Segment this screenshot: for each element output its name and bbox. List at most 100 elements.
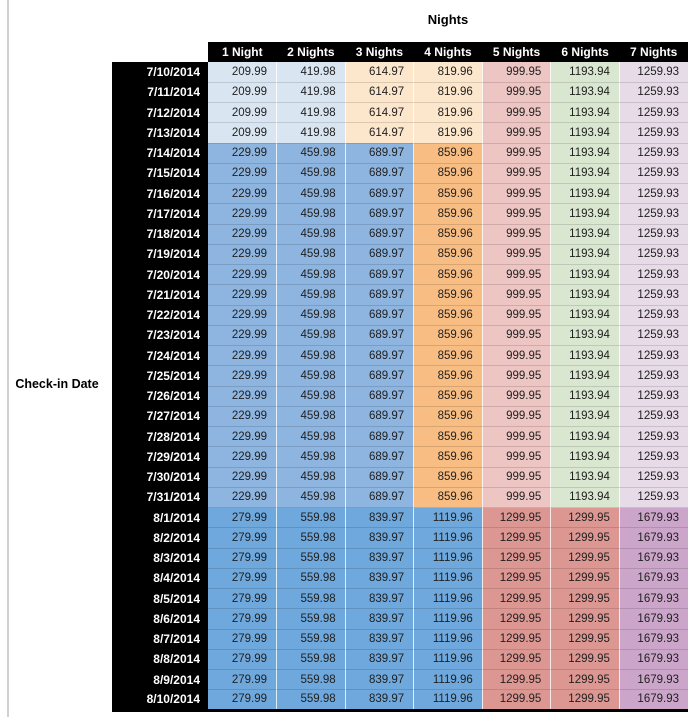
price-cell: 229.99 <box>208 406 278 428</box>
price-cell: 209.99 <box>208 62 278 83</box>
row-date-cell: 8/8/2014 <box>112 649 208 671</box>
price-cell: 689.97 <box>345 365 415 387</box>
price-cell: 1119.96 <box>413 629 483 650</box>
price-cell: 559.98 <box>276 588 346 610</box>
price-cell: 689.97 <box>345 426 415 448</box>
table-row: 7/19/2014 229.99 459.98 689.97 859.96 999.95 1… <box>112 244 688 266</box>
table-row: 7/29/2014 229.99 459.98 689.97 859.96 999.95 1… <box>112 446 688 468</box>
price-cell: 1299.95 <box>550 527 620 549</box>
price-cell: 1259.93 <box>619 325 688 347</box>
price-cell: 839.97 <box>345 588 415 610</box>
price-cell: 1679.93 <box>619 548 688 569</box>
row-date-cell: 7/24/2014 <box>112 345 208 367</box>
price-cell: 999.95 <box>482 467 552 488</box>
price-cell: 459.98 <box>276 386 346 407</box>
price-cell: 1193.94 <box>550 325 620 347</box>
price-cell: 859.96 <box>413 487 483 509</box>
price-cell: 459.98 <box>276 203 346 225</box>
table-row: 7/16/2014 229.99 459.98 689.97 859.96 999.95 1… <box>112 183 688 205</box>
row-date-cell: 8/5/2014 <box>112 588 208 610</box>
price-cell: 1679.93 <box>619 608 688 630</box>
table-row: 7/24/2014 229.99 459.98 689.97 859.96 999.95 1… <box>112 345 688 367</box>
price-cell: 1119.96 <box>413 608 483 630</box>
price-cell: 459.98 <box>276 224 346 245</box>
row-date-cell: 8/7/2014 <box>112 629 208 650</box>
price-cell: 689.97 <box>345 446 415 468</box>
row-date-cell: 8/1/2014 <box>112 507 208 529</box>
col-header-6-nights: 6 Nights <box>550 42 620 62</box>
price-cell: 689.97 <box>345 305 415 326</box>
price-cell: 1193.94 <box>550 163 620 185</box>
row-date-cell: 7/29/2014 <box>112 446 208 468</box>
price-cell: 459.98 <box>276 406 346 428</box>
table-row: 8/8/2014 279.99 559.98 839.97 1119.96 1299.95… <box>112 649 688 671</box>
table-row: 7/13/2014 209.99 419.98 614.97 819.96 999.95 1… <box>112 122 688 144</box>
price-cell: 1193.94 <box>550 62 620 83</box>
price-cell: 999.95 <box>482 406 552 428</box>
price-cell: 559.98 <box>276 507 346 529</box>
price-cell: 1193.94 <box>550 82 620 104</box>
price-cell: 689.97 <box>345 203 415 225</box>
price-cell: 1193.94 <box>550 224 620 245</box>
price-cell: 279.99 <box>208 568 278 590</box>
header-row: 1 Night 2 Nights 3 Nights 4 Nights 5 Nights 6… <box>112 42 688 62</box>
table-row: 7/17/2014 229.99 459.98 689.97 859.96 999.95 1… <box>112 203 688 225</box>
price-cell: 1119.96 <box>413 689 483 711</box>
price-cell: 1299.95 <box>482 527 552 549</box>
price-cell: 1119.96 <box>413 568 483 590</box>
price-cell: 1193.94 <box>550 467 620 488</box>
price-cell: 614.97 <box>345 82 415 104</box>
price-cell: 559.98 <box>276 608 346 630</box>
price-cell: 1259.93 <box>619 446 688 468</box>
price-table: 1 Night 2 Nights 3 Nights 4 Nights 5 Nights 6… <box>112 42 688 712</box>
price-cell: 999.95 <box>482 244 552 266</box>
price-cell: 859.96 <box>413 406 483 428</box>
price-cell: 459.98 <box>276 365 346 387</box>
price-cell: 1259.93 <box>619 365 688 387</box>
price-cell: 1193.94 <box>550 244 620 266</box>
price-cell: 229.99 <box>208 325 278 347</box>
price-cell: 229.99 <box>208 224 278 245</box>
price-cell: 1259.93 <box>619 183 688 205</box>
price-cell: 1259.93 <box>619 102 688 124</box>
table-row: 8/3/2014 279.99 559.98 839.97 1119.96 1299.95… <box>112 548 688 569</box>
price-cell: 1679.93 <box>619 689 688 711</box>
price-cell: 1119.96 <box>413 527 483 549</box>
price-cell: 689.97 <box>345 244 415 266</box>
price-cell: 999.95 <box>482 102 552 124</box>
row-date-cell: 7/10/2014 <box>112 62 208 83</box>
price-cell: 614.97 <box>345 122 415 144</box>
price-cell: 279.99 <box>208 548 278 569</box>
row-date-cell: 8/3/2014 <box>112 548 208 569</box>
price-cell: 459.98 <box>276 345 346 367</box>
row-date-cell: 7/28/2014 <box>112 426 208 448</box>
price-cell: 1299.95 <box>550 548 620 569</box>
price-cell: 819.96 <box>413 102 483 124</box>
price-cell: 1299.95 <box>482 548 552 569</box>
price-cell: 1299.95 <box>482 649 552 671</box>
price-cell: 1299.95 <box>550 507 620 529</box>
price-cell: 999.95 <box>482 143 552 164</box>
row-date-cell: 7/30/2014 <box>112 467 208 488</box>
price-cell: 689.97 <box>345 345 415 367</box>
price-cell: 1259.93 <box>619 305 688 326</box>
row-date-cell: 7/14/2014 <box>112 143 208 164</box>
price-cell: 1193.94 <box>550 386 620 407</box>
table-row: 7/27/2014 229.99 459.98 689.97 859.96 999.95 1… <box>112 406 688 428</box>
table-row: 7/21/2014 229.99 459.98 689.97 859.96 999.95 1… <box>112 284 688 306</box>
price-cell: 999.95 <box>482 82 552 104</box>
price-cell: 1193.94 <box>550 426 620 448</box>
price-cell: 839.97 <box>345 629 415 650</box>
price-cell: 459.98 <box>276 305 346 326</box>
row-date-cell: 7/21/2014 <box>112 284 208 306</box>
price-cell: 1259.93 <box>619 426 688 448</box>
price-cell: 459.98 <box>276 264 346 286</box>
price-cell: 689.97 <box>345 386 415 407</box>
price-cell: 859.96 <box>413 365 483 387</box>
table-row: 8/4/2014 279.99 559.98 839.97 1119.96 1299.95… <box>112 568 688 590</box>
price-cell: 999.95 <box>482 365 552 387</box>
price-cell: 819.96 <box>413 122 483 144</box>
price-cell: 419.98 <box>276 62 346 83</box>
price-cell: 209.99 <box>208 122 278 144</box>
price-cell: 229.99 <box>208 345 278 367</box>
